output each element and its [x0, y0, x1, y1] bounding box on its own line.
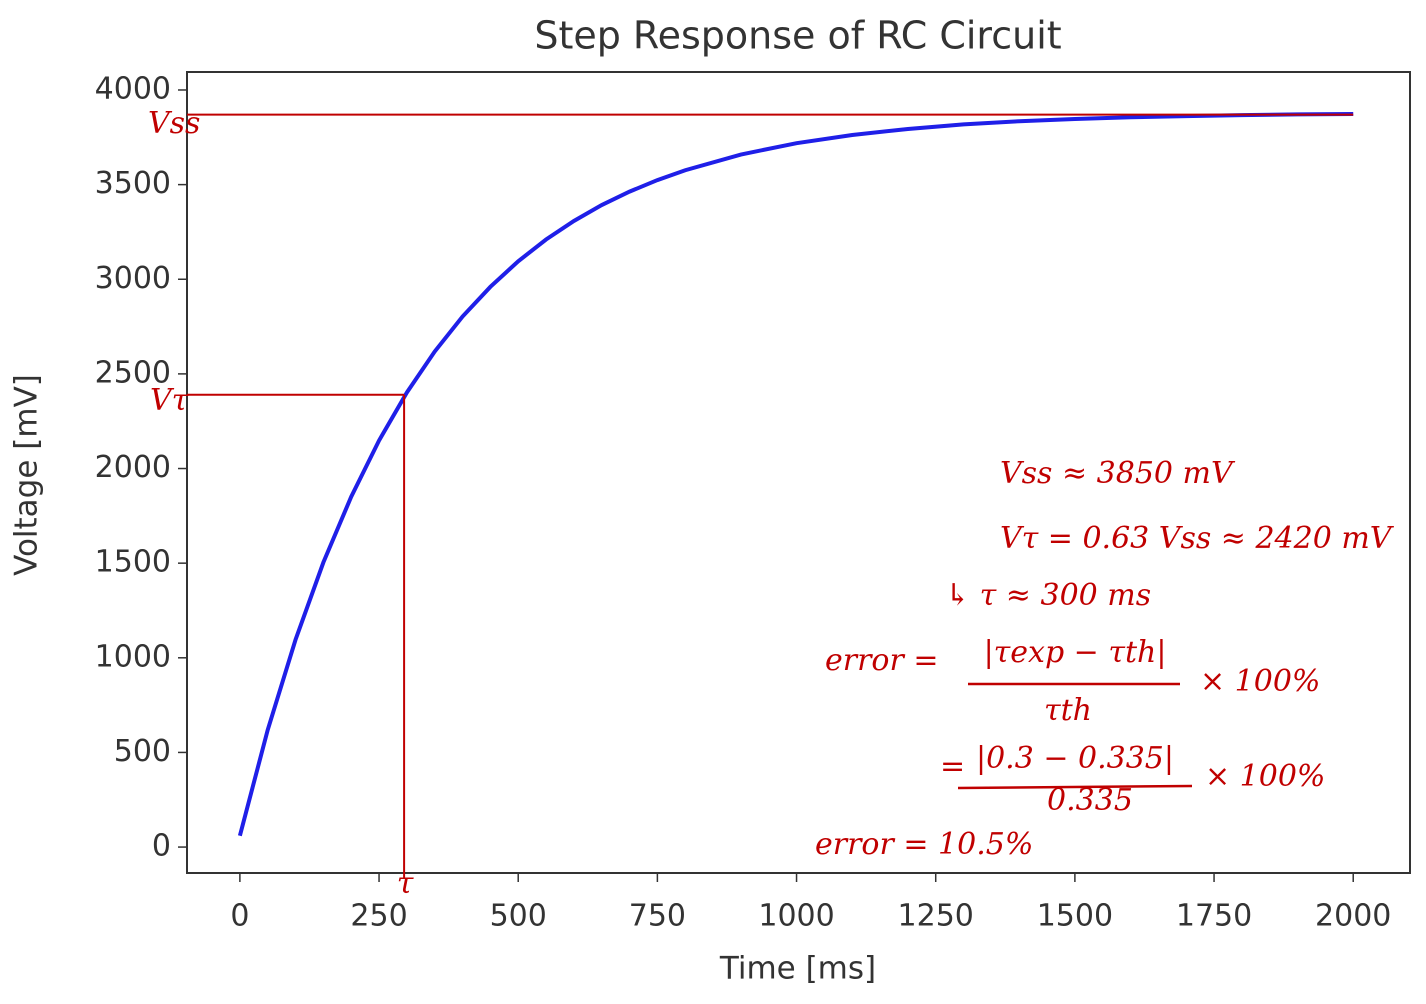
annotation-note: Vss ≈ 3850 mV [1000, 456, 1236, 491]
x-tick-label: 0 [230, 899, 249, 934]
annotation-note: |τexp − τth| [984, 635, 1167, 670]
annotation-note: × 100% [1200, 664, 1320, 699]
y-tick-label: 4000 [95, 71, 171, 106]
plot-frame [186, 71, 1411, 874]
y-tick-label: 3000 [95, 261, 171, 296]
y-axis-label: Voltage [mV] [9, 374, 45, 576]
annotation-note: |0.3 − 0.335| [976, 741, 1174, 776]
y-tick-label: 0 [152, 829, 171, 864]
tau-label: τ [397, 866, 414, 901]
x-tick-label: 250 [350, 899, 407, 934]
annotation-note: ↳ τ ≈ 300 ms [945, 578, 1151, 613]
annotation-note: Vτ = 0.63 Vss ≈ 2420 mV [1000, 521, 1395, 556]
x-axis-label: Time [ms] [719, 951, 876, 987]
x-tick-label: 1250 [898, 899, 974, 934]
y-tick-label: 3500 [95, 166, 171, 201]
x-tick-label: 750 [629, 899, 686, 934]
x-tick-label: 500 [490, 899, 547, 934]
vss-label: Vss [148, 106, 200, 141]
y-tick-label: 1000 [95, 639, 171, 674]
x-tick-label: 1000 [758, 899, 834, 934]
fraction-bar [957, 784, 1193, 790]
y-tick-label: 500 [114, 734, 171, 769]
annotation-note: error = 10.5% [815, 827, 1033, 862]
annotation-note: error = [825, 643, 939, 678]
y-tick-label: 2000 [95, 450, 171, 485]
annotation-note: 0.335 [1047, 783, 1133, 818]
data-line [237, 112, 1354, 837]
x-tick-label: 1500 [1037, 899, 1113, 934]
annotation-note: × 100% [1205, 759, 1325, 794]
y-tick-label: 1500 [95, 545, 171, 580]
vtau-label: Vτ [150, 383, 189, 418]
x-tick-label: 1750 [1176, 899, 1252, 934]
y-tick-label: 2500 [95, 355, 171, 390]
x-tick-label: 2000 [1315, 899, 1391, 934]
annotation-note: = [940, 749, 965, 784]
chart-title: Step Response of RC Circuit [534, 14, 1061, 58]
annotation-note: τth [1044, 693, 1092, 728]
